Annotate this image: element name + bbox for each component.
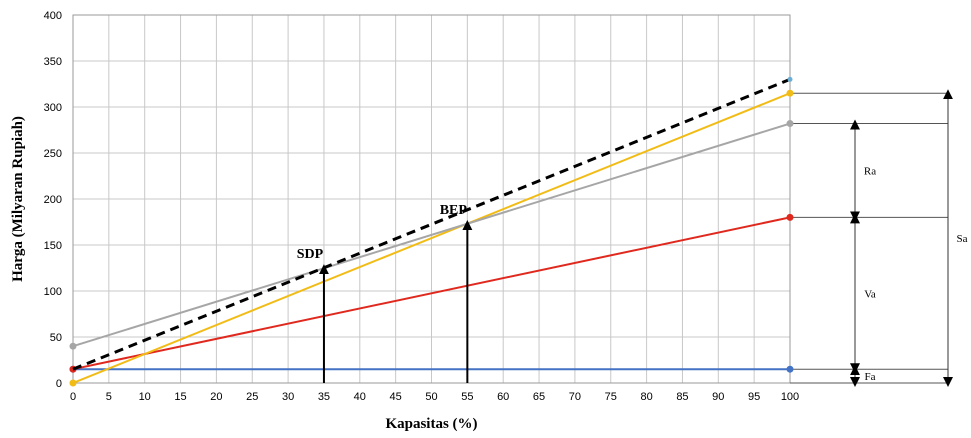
x-tick-label: 5 <box>106 391 112 403</box>
series-marker-ra <box>786 120 794 128</box>
dimension-label-ra: Ra <box>864 165 876 177</box>
x-tick-label: 70 <box>569 391 581 403</box>
label-sdp: SDP <box>297 247 324 262</box>
x-tick-label: 55 <box>461 391 473 403</box>
y-tick-label: 200 <box>44 194 62 206</box>
x-tick-label: 0 <box>70 391 76 403</box>
y-tick-label: 100 <box>44 286 62 298</box>
series-marker-sa <box>69 379 77 387</box>
y-tick-label: 50 <box>50 332 62 344</box>
y-tick-label: 150 <box>44 240 62 252</box>
x-tick-label: 15 <box>174 391 186 403</box>
x-tick-label: 100 <box>781 391 799 403</box>
x-tick-label: 80 <box>640 391 652 403</box>
grid <box>72 14 791 384</box>
series-marker-va <box>786 213 794 221</box>
series-lines <box>69 76 794 387</box>
x-tick-label: 75 <box>605 391 617 403</box>
series-marker-fa <box>786 365 794 373</box>
x-axis-title: Kapasitas (%) <box>385 416 477 432</box>
x-tick-label: 90 <box>712 391 724 403</box>
x-tick-label: 85 <box>676 391 688 403</box>
series-marker-sa <box>786 89 794 97</box>
x-tick-label: 35 <box>318 391 330 403</box>
plot-frame <box>72 14 791 384</box>
x-tick-label: 95 <box>748 391 760 403</box>
y-tick-label: 400 <box>44 10 62 22</box>
y-tick-label: 0 <box>56 378 62 390</box>
y-tick-label: 350 <box>44 56 62 68</box>
dimension-label-sa: Sa <box>957 233 968 245</box>
dimension-label-fa: Fa <box>865 371 876 383</box>
x-tick-label: 20 <box>210 391 222 403</box>
x-tick-label: 50 <box>425 391 437 403</box>
x-tick-label: 40 <box>354 391 366 403</box>
series-marker-ra <box>69 342 77 350</box>
y-tick-label: 250 <box>44 148 62 160</box>
x-tick-label: 65 <box>533 391 545 403</box>
x-tick-label: 45 <box>390 391 402 403</box>
x-tick-label: 10 <box>139 391 151 403</box>
x-tick-label: 60 <box>497 391 509 403</box>
reference-lines: Ra Va Fa Sa <box>790 89 968 387</box>
y-axis-title: Harga (Milyaran Rupiah) <box>10 116 26 282</box>
y-tick-label: 300 <box>44 102 62 114</box>
label-bep: BEP <box>440 203 468 218</box>
x-tick-label: 25 <box>246 391 258 403</box>
annotations: SDP BEP <box>297 203 473 383</box>
series-marker-total <box>787 76 793 82</box>
x-tick-label: 30 <box>282 391 294 403</box>
tick-labels: 0 5 10 15 20 25 30 35 40 45 50 55 60 65 70 75 80 85 90 95 10… <box>44 10 800 403</box>
series-line-ra <box>72 122 791 348</box>
dimension-label-va: Va <box>864 288 876 300</box>
series-line-total <box>72 78 791 371</box>
series-line-sa <box>72 92 791 384</box>
series-line-va <box>72 216 791 371</box>
